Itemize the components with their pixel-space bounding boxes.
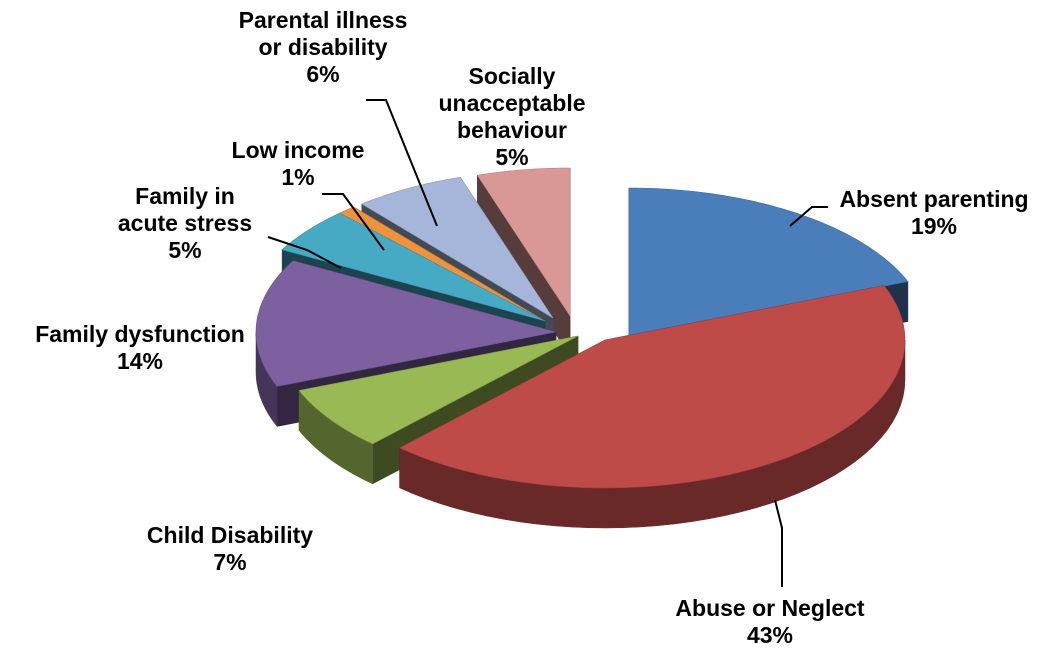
slice-name-label: Child Disability bbox=[147, 522, 313, 548]
slice-name-label: Low income bbox=[232, 137, 365, 163]
slice-value-label: 5% bbox=[168, 237, 201, 263]
slice-name-label: Abuse or Neglect bbox=[675, 595, 864, 621]
slice-value-label: 1% bbox=[281, 164, 314, 190]
slice-name-label: Family in bbox=[135, 183, 235, 209]
pie-slice-top bbox=[338, 206, 546, 322]
slice-name-label: Socially bbox=[469, 63, 556, 89]
slice-value-label: 5% bbox=[495, 144, 528, 170]
leader-line bbox=[366, 99, 438, 227]
pie-slices bbox=[255, 167, 909, 529]
leader-line bbox=[267, 236, 342, 269]
slice-name-label: behaviour bbox=[457, 117, 567, 143]
pie-slice-top bbox=[298, 335, 579, 445]
pie-slice bbox=[398, 285, 906, 529]
slice-name-label: Family dysfunction bbox=[35, 321, 245, 347]
slice-value-label: 43% bbox=[747, 622, 793, 648]
leader-line bbox=[774, 499, 783, 587]
slice-value-label: 7% bbox=[213, 549, 246, 575]
slice-name-label: Absent parenting bbox=[839, 186, 1028, 212]
slice-name-label: Parental illness bbox=[239, 7, 408, 33]
leader-line bbox=[789, 206, 828, 227]
pie-slice-top bbox=[398, 285, 906, 489]
slice-name-label: or disability bbox=[258, 34, 387, 60]
slice-name-label: acute stress bbox=[118, 210, 252, 236]
slice-value-label: 6% bbox=[306, 61, 339, 87]
slice-value-label: 14% bbox=[117, 348, 163, 374]
leader-line bbox=[322, 193, 385, 251]
pie-slice-top bbox=[476, 167, 571, 318]
pie-slice-top bbox=[361, 176, 554, 319]
leader-lines bbox=[267, 99, 828, 587]
pie-slice-top bbox=[255, 260, 557, 387]
slice-name-label: unacceptable bbox=[439, 90, 586, 116]
pie-slice-top bbox=[628, 187, 909, 337]
slice-value-label: 19% bbox=[911, 213, 957, 239]
